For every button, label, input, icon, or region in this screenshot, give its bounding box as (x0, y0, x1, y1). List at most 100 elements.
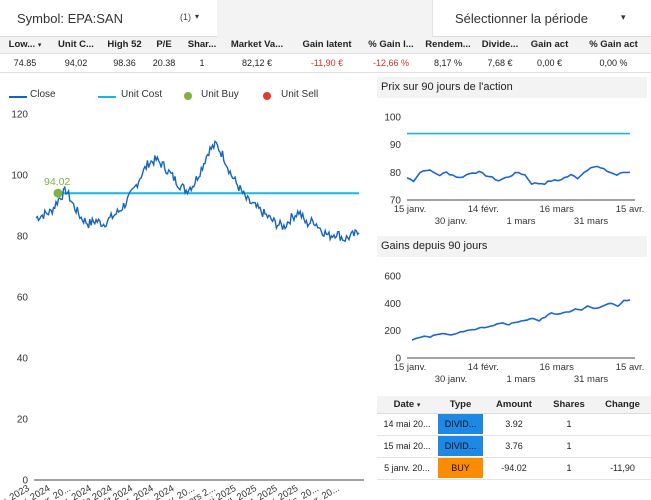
price-panel-title: Prix sur 90 jours de l'action (377, 77, 647, 98)
stats-header-rendement[interactable]: Rendem... (419, 37, 477, 54)
x-tick-label: 15 avr. (616, 362, 645, 373)
tx-change (594, 413, 651, 436)
y-tick-label: 100 (384, 113, 401, 124)
tx-header-amount[interactable]: Amount (484, 396, 544, 414)
y-tick-label: 400 (384, 299, 401, 310)
period-select[interactable]: Sélectionner la période ▾ (432, 0, 651, 37)
x-tick-label: 15 janv. (394, 362, 427, 373)
main-chart-legend: Close Unit Cost Unit Buy Unit Sell (0, 89, 369, 103)
tx-date: 14 mai 20... (377, 413, 437, 436)
gains-90-days-chart: 0 200 400 600 15 janv. 14 févr. 16 mars 15 avr.… (384, 272, 645, 386)
stats-header-market-value[interactable]: Market Va... (223, 37, 291, 54)
tx-amount: -94.02 (484, 457, 544, 480)
y-tick-label: 20 (17, 415, 29, 426)
stats-value-market-value: 82,12 € (223, 53, 291, 73)
table-row[interactable]: 14 mai 20... DIVID... 3.92 1 (377, 413, 651, 436)
tx-header-date[interactable]: Date ▾ (377, 396, 437, 414)
y-tick-label: 40 (17, 354, 29, 365)
x-tick-label: 14 févr. (468, 362, 499, 373)
chevron-down-icon[interactable]: ▾ (621, 12, 626, 22)
tx-date: 15 mai 20... (377, 435, 437, 458)
stats-header-gain-act[interactable]: Gain act (523, 37, 576, 54)
y-tick-label: 100 (11, 171, 28, 182)
tx-header-type[interactable]: Type (437, 396, 484, 414)
y-tick-label: 70 (390, 196, 402, 207)
symbol-selection-count: (1) (180, 12, 191, 22)
stats-value-unit-cost: 94,02 (50, 53, 102, 73)
close-series-line (406, 165, 631, 186)
tx-type-badge: BUY (438, 458, 483, 478)
x-tick-label: 1 mars (506, 216, 535, 227)
x-tick-label: 16 mars (540, 362, 575, 373)
tx-header-change[interactable]: Change (594, 396, 651, 414)
legend-label-unit-sell[interactable]: Unit Sell (281, 89, 319, 100)
stats-header-pe[interactable]: P/E (147, 37, 181, 54)
stats-header-dividends[interactable]: Divide... (477, 37, 523, 54)
symbol-label: Symbol: EPA:SAN (17, 11, 123, 26)
stats-value-pe: 20.38 (147, 53, 181, 73)
stats-value-dividends: 7,68 € (477, 53, 523, 73)
legend-swatch-unit-cost (98, 96, 116, 98)
y-tick-label: 600 (384, 272, 401, 283)
stats-value-low: 74.85 (0, 53, 50, 73)
stats-header-gain-latent[interactable]: Gain latent (291, 37, 363, 54)
x-tick-label: 31 mars (574, 216, 609, 227)
y-tick-label: 60 (17, 293, 29, 304)
unit-buy-annotation: 94,02 (44, 176, 70, 188)
tx-shares: 1 (544, 435, 594, 458)
stats-value-gain-latent: -11,90 € (291, 53, 363, 73)
top-bar: Symbol: EPA:SAN (1) ▾ Sélectionner la pé… (0, 0, 651, 37)
legend-swatch-close (9, 96, 27, 98)
y-tick-label: 120 (11, 110, 28, 121)
stats-header-low[interactable]: Low... ▾ (0, 37, 50, 54)
stats-header-shares[interactable]: Shar... (181, 37, 223, 54)
legend-swatch-unit-buy (184, 92, 192, 100)
transactions-table: Date ▾ Type Amount Shares Change 14 mai … (377, 396, 651, 480)
tx-shares: 1 (544, 413, 594, 436)
x-tick-label: 31 mars (574, 374, 609, 385)
x-tick-label: 1 mars (506, 374, 535, 385)
stats-header-unit-cost[interactable]: Unit C... (50, 37, 102, 54)
stats-value-gain-act: 0,00 € (523, 53, 576, 73)
x-tick-label: 30 janv. (435, 374, 468, 385)
x-tick-label: 15 janv. (394, 204, 427, 215)
table-row[interactable]: 15 mai 20... DIVID... 3.76 1 (377, 435, 651, 458)
price-90-days-chart: 70 80 90 100 15 janv. 14 févr. 16 mars 15 avr. 3… (384, 113, 645, 228)
legend-label-unit-cost[interactable]: Unit Cost (121, 89, 163, 100)
close-series-line (35, 139, 360, 243)
table-row[interactable]: 5 janv. 20... BUY -94.02 1 -11,90 (377, 457, 651, 480)
stats-value-high-52: 98.36 (102, 53, 147, 73)
y-tick-label: 80 (17, 232, 29, 243)
chevron-down-icon[interactable]: ▾ (195, 12, 200, 21)
legend-label-close[interactable]: Close (30, 89, 56, 100)
top-bar-spacer (217, 0, 432, 37)
stats-header-gain-act-pct[interactable]: % Gain act (576, 37, 651, 54)
unit-buy-point (53, 188, 63, 198)
symbol-select[interactable]: Symbol: EPA:SAN (1) ▾ (0, 0, 217, 37)
legend-swatch-unit-sell (263, 92, 271, 100)
x-tick-label: 16 mars (540, 204, 575, 215)
stats-value-gain-act-pct: 0,00 % (576, 53, 651, 73)
x-tick-label: 30 janv. (435, 216, 468, 227)
y-tick-label: 0 (22, 476, 28, 487)
y-tick-label: 90 (390, 140, 402, 151)
stats-value-gain-latent-pct: -12,66 % (363, 53, 419, 73)
tx-type-badge: DIVID... (438, 436, 483, 456)
stats-value-rendement: 8,17 % (419, 53, 477, 73)
stats-header-gain-latent-pct[interactable]: % Gain l... (363, 37, 419, 54)
tx-type-badge: DIVID... (438, 414, 483, 434)
tx-change (594, 435, 651, 458)
y-tick-label: 0 (395, 354, 401, 365)
stats-table: Low... ▾ Unit C... High 52 P/E Shar... M… (0, 37, 651, 73)
tx-header-shares[interactable]: Shares (544, 396, 594, 414)
y-tick-label: 80 (390, 168, 402, 179)
sort-down-icon[interactable]: ▾ (416, 401, 421, 409)
tx-date: 5 janv. 20... (377, 457, 437, 480)
x-tick-label: 15 avr. (616, 204, 645, 215)
sort-down-icon[interactable]: ▾ (37, 42, 42, 50)
x-tick-label: 14 févr. (468, 204, 499, 215)
gain-panel-title: Gains depuis 90 jours (377, 236, 647, 257)
legend-label-unit-buy[interactable]: Unit Buy (201, 89, 239, 100)
stats-header-high-52[interactable]: High 52 (102, 37, 147, 54)
